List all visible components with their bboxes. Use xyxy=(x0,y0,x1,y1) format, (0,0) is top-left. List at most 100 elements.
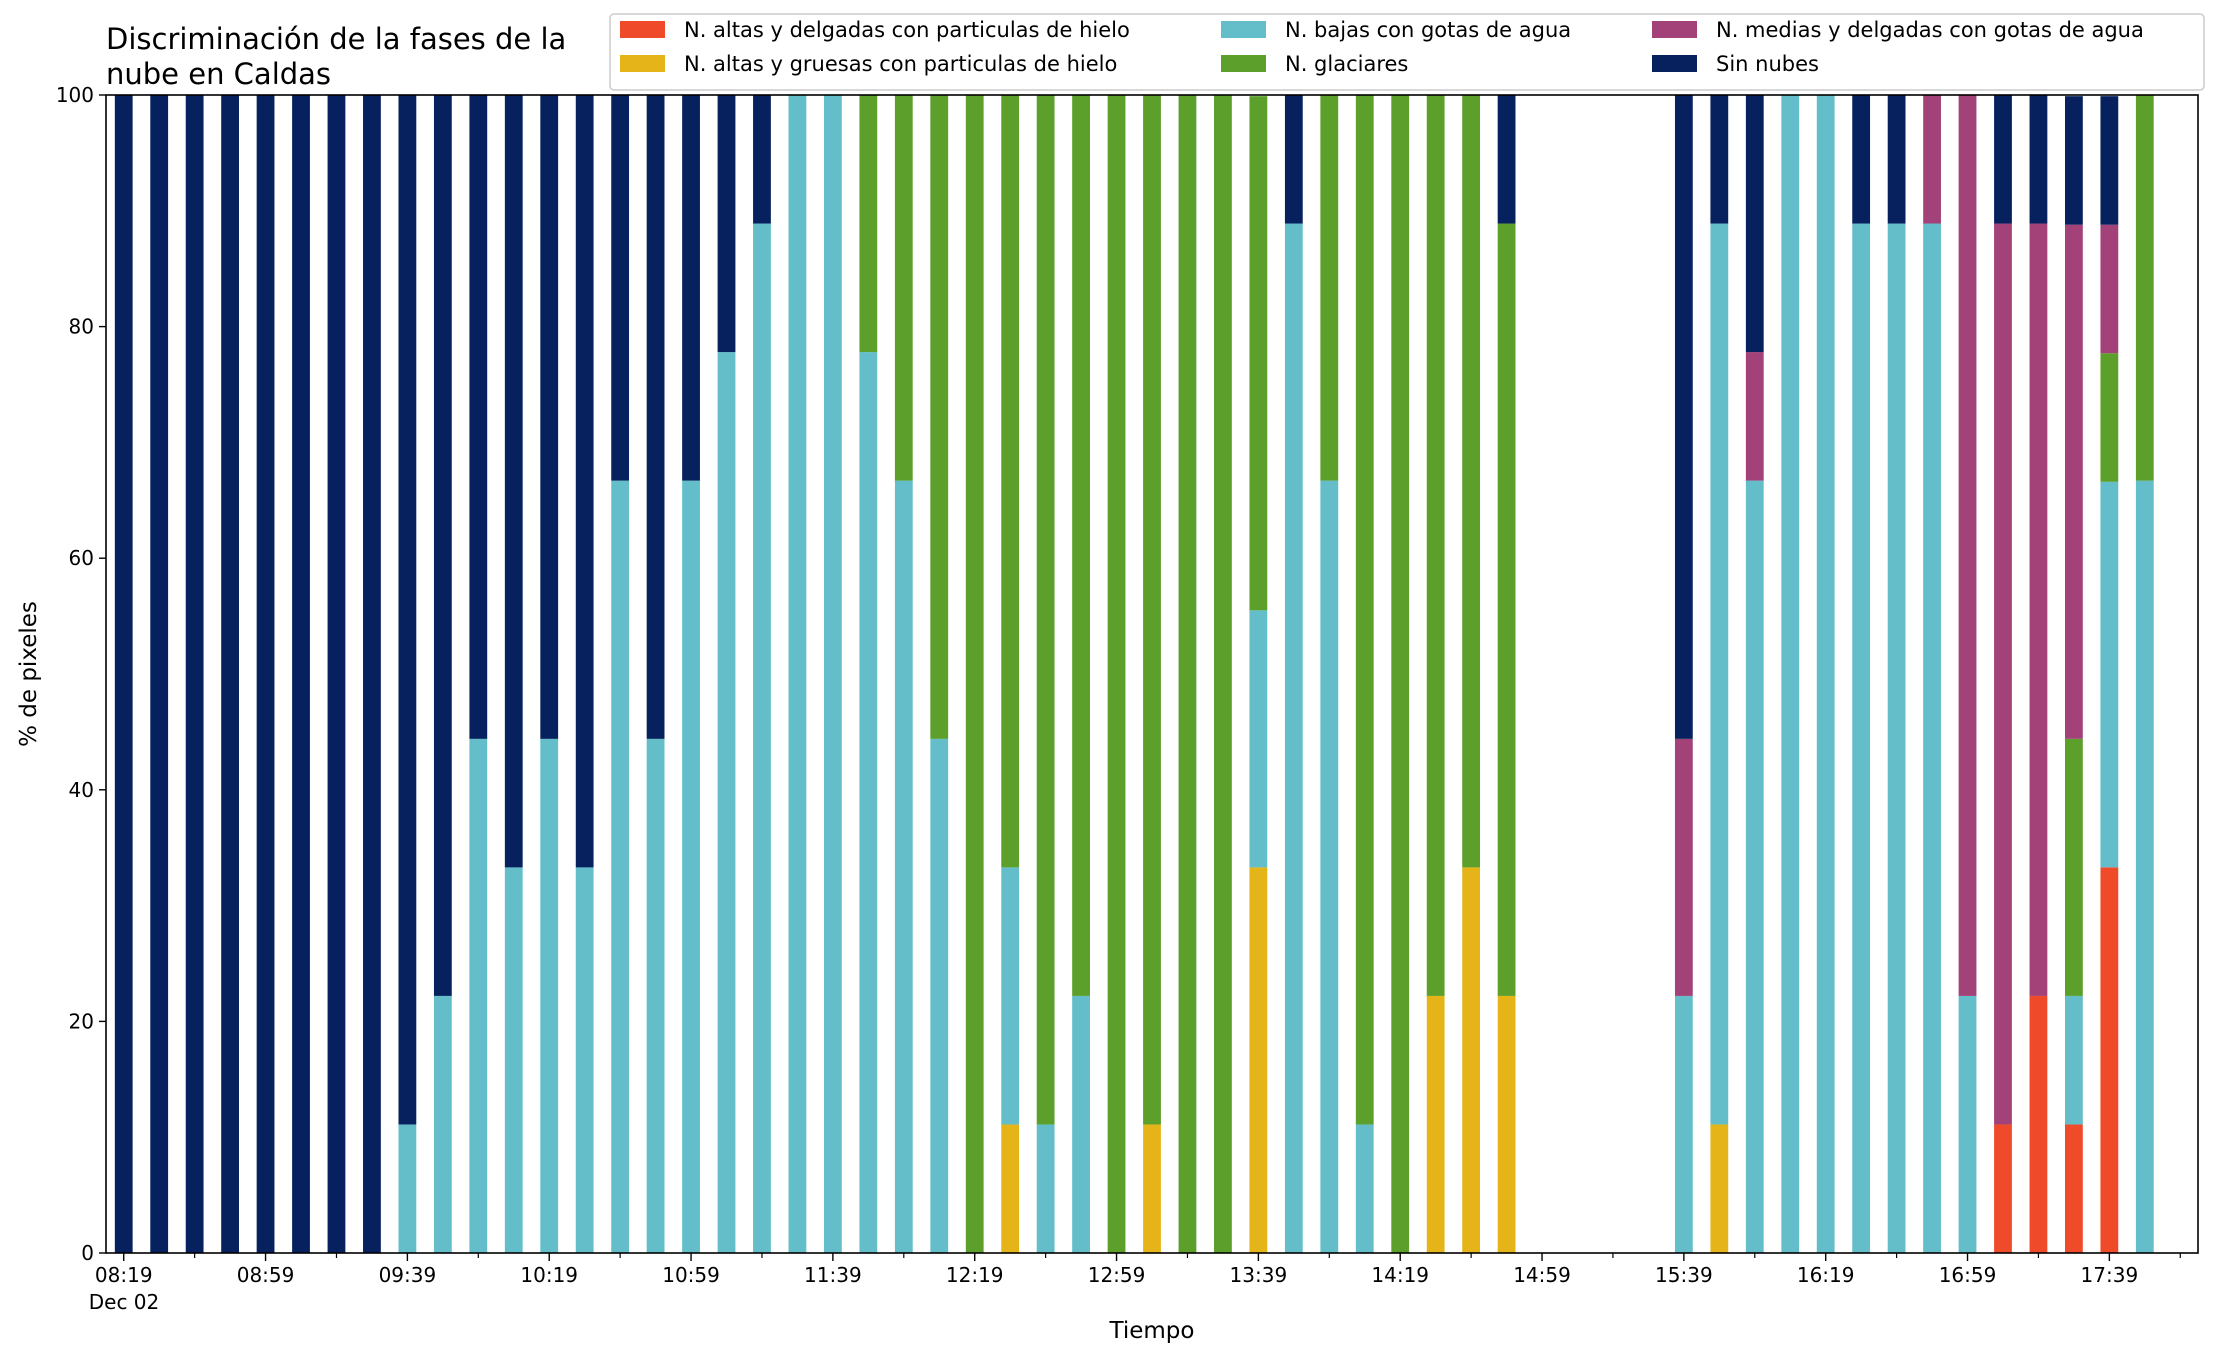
bar-segment-2-17 xyxy=(717,352,736,1254)
bar-segment-2-56 xyxy=(2100,481,2119,868)
legend-swatch-2 xyxy=(1221,21,1266,38)
legend-label-4: N. medias y delgadas con gotas de agua xyxy=(1716,18,2144,42)
bar-segment-2-13 xyxy=(575,867,594,1253)
bar-segment-2-23 xyxy=(930,738,949,1253)
bar-segment-3-34 xyxy=(1320,95,1339,481)
bar-segment-2-57 xyxy=(2135,480,2154,1253)
bar-segment-3-55 xyxy=(2065,738,2083,996)
legend-swatch-5 xyxy=(1652,55,1697,72)
bar-segment-5-50 xyxy=(1887,95,1906,224)
bar-segment-5-33 xyxy=(1284,95,1303,224)
bars-layer xyxy=(114,95,2154,1254)
bar-segment-5-16 xyxy=(682,95,700,481)
bar-segment-4-51 xyxy=(1923,95,1941,224)
x-tick-label: 08:19 xyxy=(95,1263,153,1287)
bar-segment-3-26 xyxy=(1036,95,1055,1125)
bar-segment-2-49 xyxy=(1852,223,1871,1253)
bar-segment-5-55 xyxy=(2065,96,2083,225)
legend-label-5: Sin nubes xyxy=(1716,52,1819,76)
bar-segment-3-56 xyxy=(2100,353,2119,482)
bar-segment-2-10 xyxy=(469,738,488,1253)
bar-segment-2-15 xyxy=(646,738,665,1253)
bar-segment-5-3 xyxy=(221,95,239,1253)
bar-segment-0-53 xyxy=(1994,1124,2012,1253)
x-tick-label: 10:19 xyxy=(520,1263,578,1287)
bar-segment-5-12 xyxy=(540,95,559,739)
bar-segment-2-21 xyxy=(859,352,878,1254)
bar-segment-4-54 xyxy=(2029,223,2048,996)
bar-segment-5-46 xyxy=(1745,95,1764,353)
bar-segment-3-39 xyxy=(1497,223,1516,996)
bar-segment-5-13 xyxy=(575,95,594,868)
bar-segment-5-6 xyxy=(327,95,346,1253)
x-tick-label: 13:39 xyxy=(1230,1263,1288,1287)
bar-segment-3-24 xyxy=(965,95,984,1253)
bar-segment-5-2 xyxy=(185,95,204,1253)
x-tick-label: 09:39 xyxy=(379,1263,437,1287)
y-tick-label: 80 xyxy=(69,315,94,339)
bar-segment-2-35 xyxy=(1355,1124,1374,1253)
plot-frame xyxy=(105,94,2199,1254)
x-tick-label: 12:59 xyxy=(1088,1263,1146,1287)
legend-label-0: N. altas y delgadas con particulas de hi… xyxy=(684,18,1130,42)
bar-segment-5-7 xyxy=(363,95,381,1253)
x-tick-label: 08:59 xyxy=(237,1263,295,1287)
bar-segment-5-9 xyxy=(433,95,452,996)
bar-segment-2-12 xyxy=(540,738,559,1253)
legend: N. altas y delgadas con particulas de hi… xyxy=(609,13,2205,91)
y-axis-label: % de pixeles xyxy=(16,601,42,747)
bar-segment-2-11 xyxy=(504,867,523,1253)
bar-segment-3-37 xyxy=(1426,95,1445,996)
x-tick-label: 10:59 xyxy=(662,1263,720,1287)
bar-segment-4-55 xyxy=(2065,224,2083,739)
bar-segment-5-11 xyxy=(504,95,523,868)
bar-segment-5-39 xyxy=(1497,95,1516,224)
legend-frame xyxy=(609,13,2205,91)
bar-segment-3-23 xyxy=(930,95,949,739)
bar-segment-2-27 xyxy=(1072,995,1090,1253)
chart-title-line-2: nube en Caldas xyxy=(106,57,331,91)
y-axis: 0 20 40 60 80 100 xyxy=(56,83,106,1265)
bar-segment-5-17 xyxy=(717,95,736,353)
bar-segment-3-35 xyxy=(1355,95,1374,1125)
bar-segment-3-30 xyxy=(1178,95,1197,1253)
bar-segment-3-27 xyxy=(1072,95,1090,996)
bar-segment-2-55 xyxy=(2065,995,2083,1125)
bar-segment-2-22 xyxy=(894,480,913,1253)
bar-segment-1-38 xyxy=(1462,867,1481,1253)
legend-label-3: N. glaciares xyxy=(1285,52,1408,76)
bar-segment-2-16 xyxy=(682,480,700,1253)
bar-segment-5-4 xyxy=(256,95,275,1253)
bar-segment-2-46 xyxy=(1745,480,1764,1253)
x-tick-label: 14:19 xyxy=(1371,1263,1429,1287)
bar-segment-2-8 xyxy=(398,1124,417,1253)
bar-segment-4-53 xyxy=(1994,223,2012,1125)
bar-segment-1-45 xyxy=(1710,1124,1729,1253)
y-tick-label: 0 xyxy=(81,1241,94,1265)
bar-segment-5-53 xyxy=(1994,95,2012,224)
bar-segment-3-29 xyxy=(1143,95,1161,1125)
legend-label-2: N. bajas con gotas de agua xyxy=(1285,18,1571,42)
bar-segment-5-0 xyxy=(114,95,133,1253)
legend-swatch-4 xyxy=(1652,21,1697,38)
x-tick-label: 17:39 xyxy=(2081,1263,2139,1287)
bar-segment-3-38 xyxy=(1462,95,1481,868)
y-tick-label: 40 xyxy=(69,778,94,802)
y-tick-label: 100 xyxy=(56,83,94,107)
bar-segment-3-22 xyxy=(894,95,913,481)
bar-segment-5-15 xyxy=(646,95,665,739)
x-tick-label: 12:19 xyxy=(946,1263,1004,1287)
bar-segment-1-25 xyxy=(1001,1124,1020,1253)
bar-segment-2-32 xyxy=(1249,610,1268,868)
bar-segment-5-14 xyxy=(611,95,630,481)
bar-segment-2-9 xyxy=(433,995,452,1253)
bar-segment-5-49 xyxy=(1852,95,1871,224)
bar-segment-5-8 xyxy=(398,95,417,1125)
x-tick-label: 11:39 xyxy=(804,1263,862,1287)
bar-segment-2-50 xyxy=(1887,223,1906,1253)
bar-segment-2-44 xyxy=(1674,995,1693,1253)
bar-segment-2-25 xyxy=(1001,867,1020,1125)
bar-segment-2-14 xyxy=(611,480,630,1253)
bar-segment-5-10 xyxy=(469,95,488,739)
